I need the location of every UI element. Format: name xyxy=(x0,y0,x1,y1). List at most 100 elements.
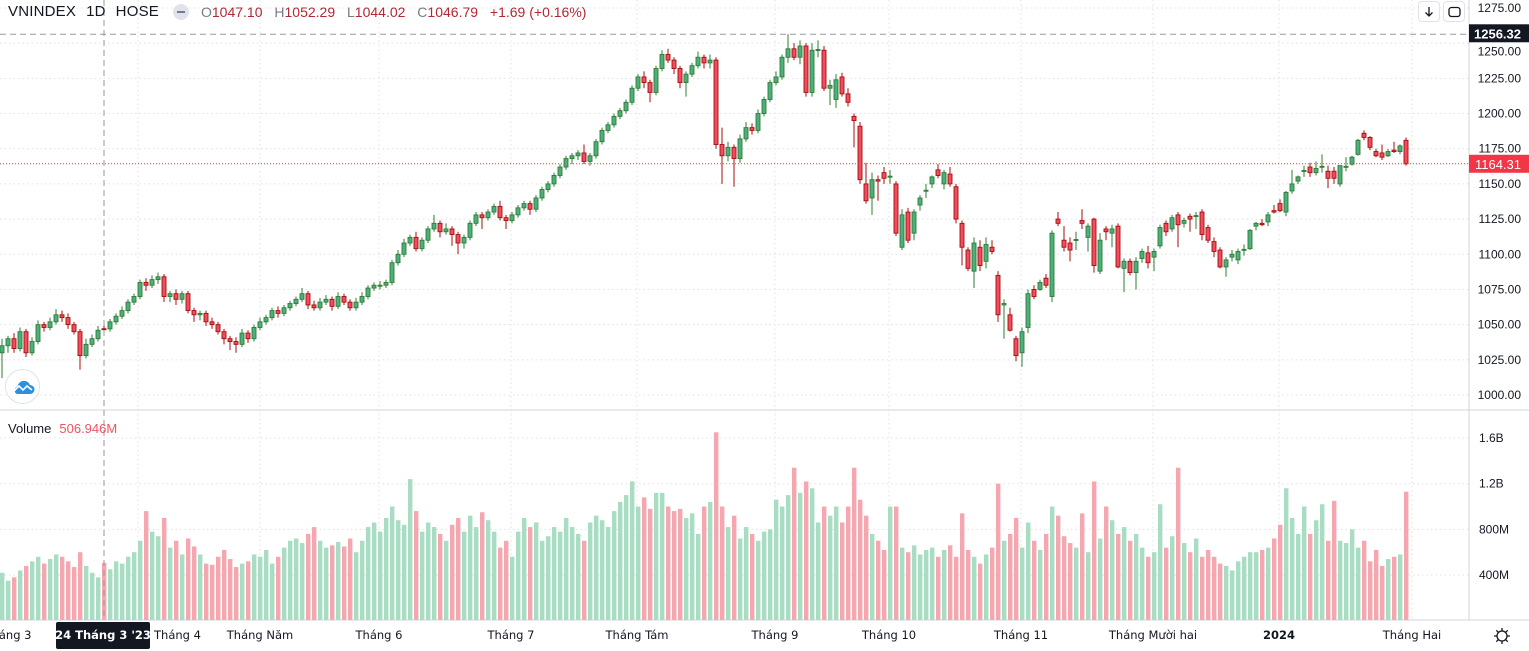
candle-body xyxy=(533,197,539,210)
volume-bar xyxy=(864,515,869,620)
candle-body xyxy=(1049,232,1055,297)
candle-body xyxy=(65,317,71,326)
volume-bar xyxy=(426,522,431,620)
candle-body xyxy=(479,214,485,219)
collapse-legend-icon[interactable] xyxy=(172,3,189,20)
candle-body xyxy=(1223,259,1229,268)
volume-bar xyxy=(330,545,335,620)
volume-bar xyxy=(798,492,803,620)
volume-bar xyxy=(348,538,353,620)
volume-bar xyxy=(168,547,173,620)
scroll-to-latest-button[interactable] xyxy=(1418,1,1440,22)
candle-body xyxy=(821,49,827,89)
candle-body xyxy=(335,296,341,307)
candle-body xyxy=(995,274,1001,316)
candle-body xyxy=(1355,139,1361,155)
volume-bar xyxy=(900,547,905,620)
candle-body xyxy=(1235,251,1241,261)
candle-body xyxy=(1337,165,1343,185)
volume-bar xyxy=(1050,506,1055,620)
candle-body xyxy=(977,246,983,266)
volume-bar xyxy=(846,506,851,620)
volume-bar xyxy=(1290,517,1295,620)
volume-bar xyxy=(912,545,917,620)
candle-body xyxy=(0,345,5,354)
volume-bar xyxy=(696,533,701,620)
interval[interactable]: 1D xyxy=(86,3,106,20)
price-tick-label: 1250.00 xyxy=(1478,44,1522,58)
volume-bar xyxy=(1206,549,1211,620)
candle-body xyxy=(185,293,191,312)
fullscreen-button[interactable] xyxy=(1443,1,1465,22)
candle-body xyxy=(1343,165,1349,168)
volume-bar xyxy=(144,511,149,620)
cloud-icon xyxy=(12,380,34,394)
candle-body xyxy=(719,144,725,157)
volume-bar xyxy=(438,533,443,620)
candle-body xyxy=(77,331,83,357)
volume-bar xyxy=(318,540,323,620)
candle-body xyxy=(545,183,551,190)
volume-bar xyxy=(1284,488,1289,620)
candle-body xyxy=(1115,225,1121,268)
logo[interactable] xyxy=(5,369,40,404)
open-value: 1047.10 xyxy=(211,3,263,20)
candle-body xyxy=(605,124,611,131)
chart-settings-button[interactable] xyxy=(1492,626,1512,646)
volume-bar xyxy=(1104,506,1109,620)
candle-body xyxy=(947,173,953,185)
crosshair-date-label-box xyxy=(56,622,150,649)
candle-body xyxy=(461,236,467,244)
volume-bar xyxy=(1164,547,1169,620)
candle-body xyxy=(371,284,377,289)
volume-bar xyxy=(66,561,71,620)
volume-bar xyxy=(1404,491,1409,620)
candle-body xyxy=(539,189,545,199)
candle-body xyxy=(353,301,359,309)
volume-bar xyxy=(936,556,941,620)
candle-body xyxy=(785,48,791,58)
volume-bar xyxy=(678,508,683,620)
candle-body xyxy=(593,141,599,157)
candle-body xyxy=(317,301,323,309)
candle-body xyxy=(203,312,209,323)
volume-bar xyxy=(720,506,725,620)
candle-body xyxy=(887,175,893,178)
candle-body xyxy=(1211,241,1217,252)
candle-body xyxy=(1241,248,1247,251)
time-tick-label: Tháng Năm xyxy=(226,628,293,642)
volume-bar xyxy=(1200,556,1205,620)
candle-body xyxy=(941,172,947,185)
price-tick-label: 1200.00 xyxy=(1478,107,1522,121)
volume-bar xyxy=(48,559,53,620)
candle-body xyxy=(1313,167,1319,174)
volume-bar xyxy=(108,569,113,620)
volume-bar xyxy=(1116,533,1121,620)
volume-bar xyxy=(186,538,191,620)
candle-body xyxy=(737,138,743,160)
candle-body xyxy=(467,222,473,238)
candle-body xyxy=(803,45,809,93)
volume-bar xyxy=(210,564,215,620)
volume-bar xyxy=(564,517,569,620)
candle-body xyxy=(923,189,929,192)
candle-body xyxy=(1085,225,1091,238)
candle-body xyxy=(125,301,131,312)
price-tick-label: 1075.00 xyxy=(1478,282,1522,296)
candle-body xyxy=(197,312,203,316)
candle-body xyxy=(1187,215,1193,220)
symbol-name[interactable]: VNINDEX xyxy=(8,3,77,20)
volume-bar xyxy=(558,531,563,620)
candle-body xyxy=(227,338,233,342)
time-tick-label: Tháng 3 xyxy=(0,628,31,642)
volume-bar xyxy=(834,506,839,620)
exchange: HOSE xyxy=(115,3,159,20)
volume-bar xyxy=(1254,552,1259,620)
candle-body xyxy=(557,166,563,176)
volume-bar xyxy=(132,552,137,620)
volume-legend: Volume 506.946M xyxy=(8,421,117,436)
candle-body xyxy=(281,307,287,314)
volume-bar xyxy=(1086,552,1091,620)
candle-body xyxy=(815,49,821,51)
